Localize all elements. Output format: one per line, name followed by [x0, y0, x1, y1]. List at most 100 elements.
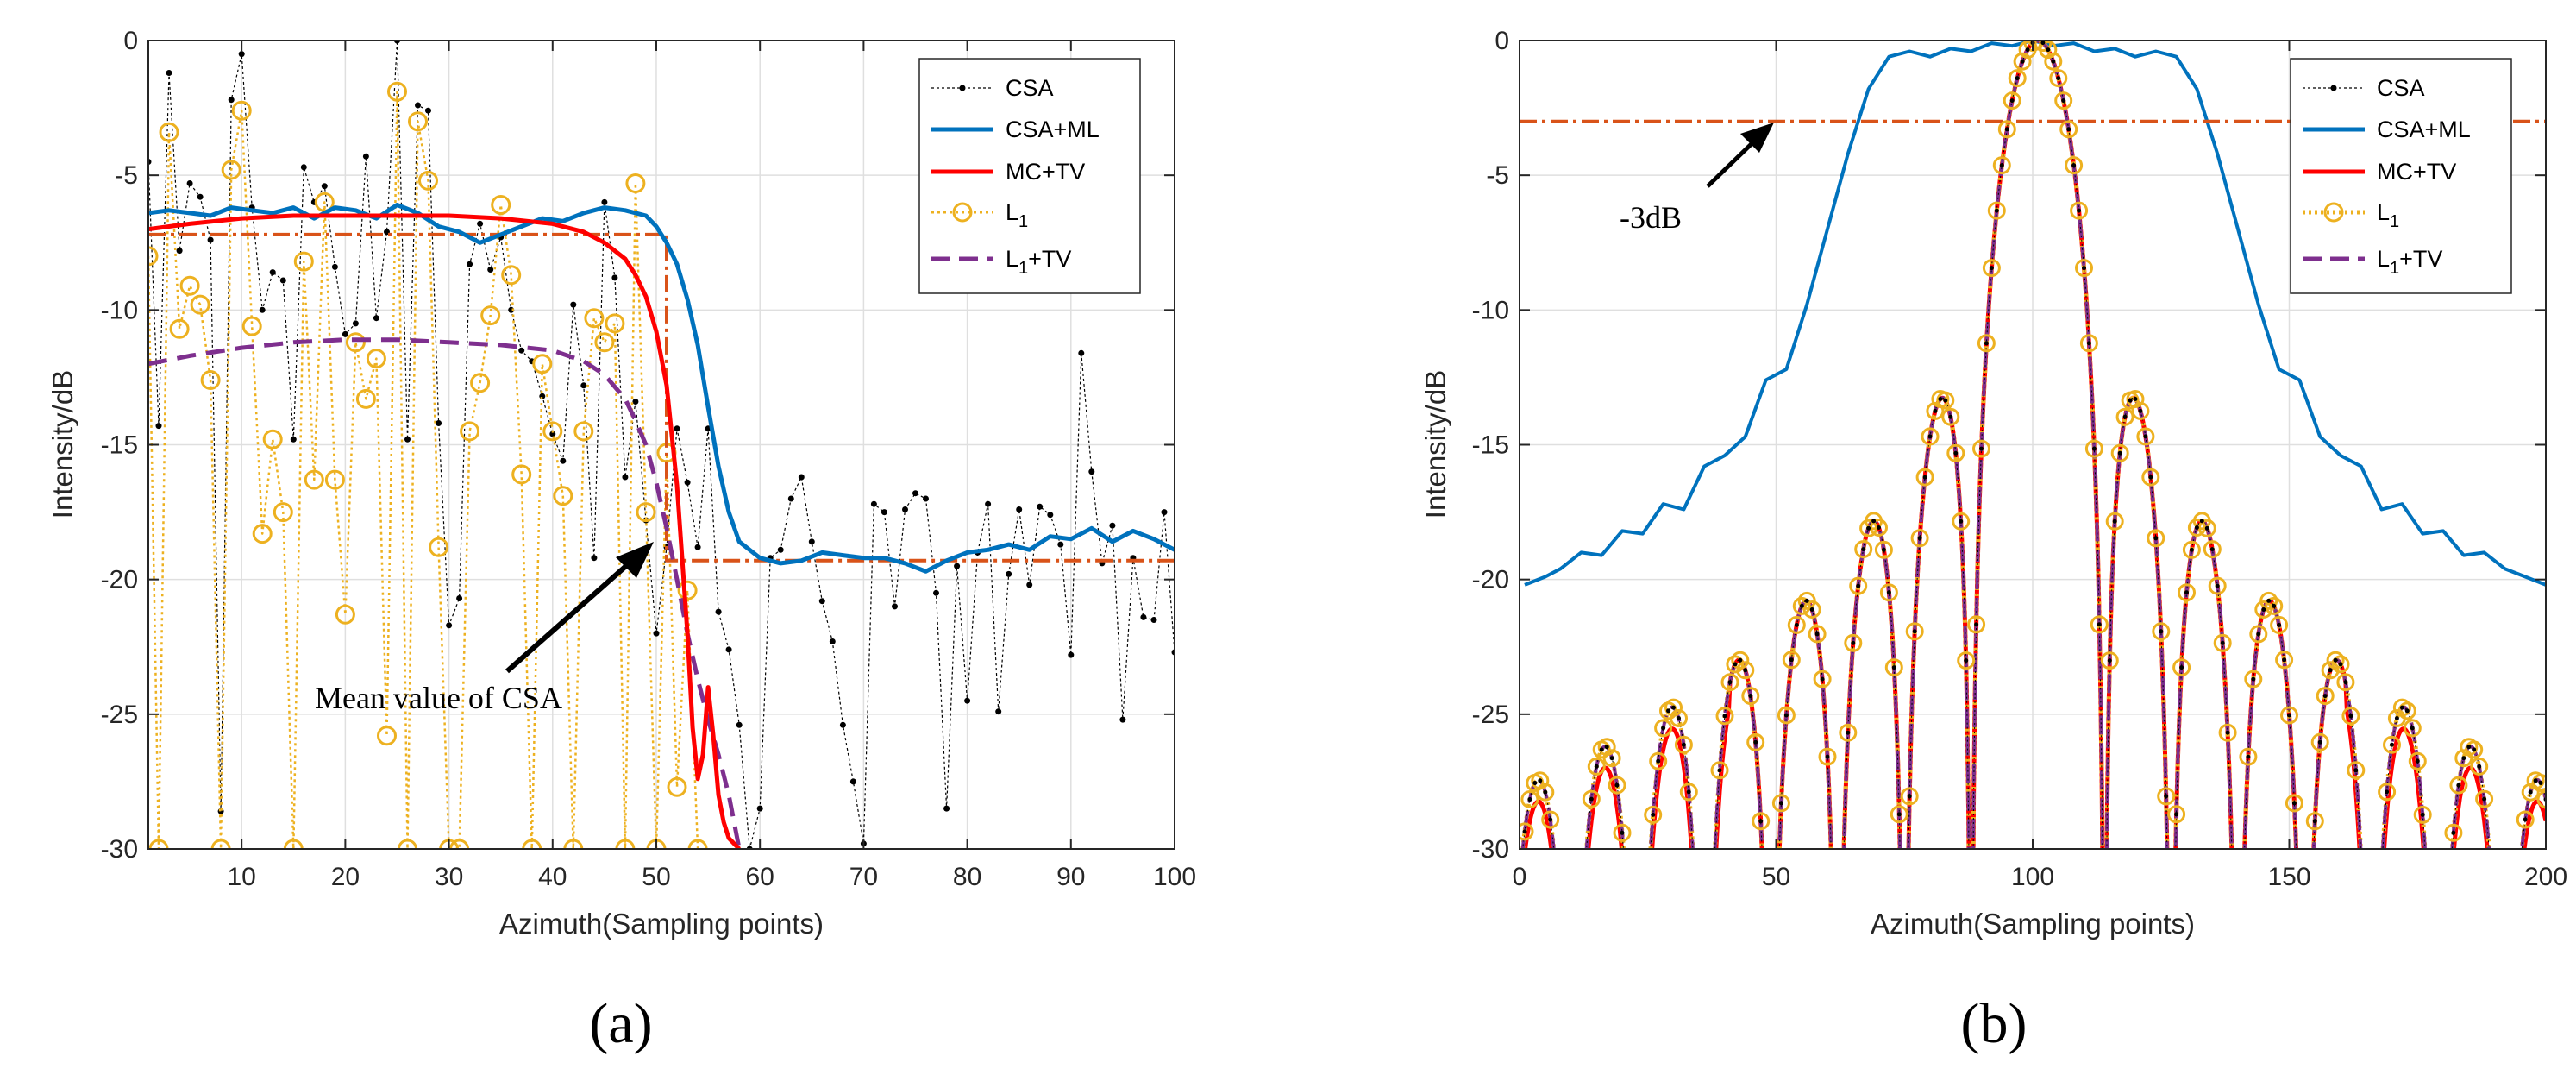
point-l1-a-40 [553, 486, 573, 506]
point-l1-a-36 [511, 464, 532, 485]
point-csa-a-65 [818, 598, 825, 605]
y-axis-label-b: Intensity/dB [1420, 370, 1451, 519]
point-l1-b-182 [2449, 776, 2468, 795]
legend-box-b [2290, 58, 2512, 294]
point-csa-b-142 [2251, 676, 2256, 682]
point-csa-b-30 [1677, 716, 1681, 720]
point-csa-a-77 [943, 805, 950, 812]
point-csa-a-25 [404, 436, 411, 443]
point-l1-b-105 [2054, 91, 2073, 110]
point-csa-a-53 [694, 544, 701, 550]
point-l1-b-106 [2059, 120, 2078, 139]
point-csa-b-197 [2533, 778, 2538, 783]
x-tick-label-b-2: 100 [2011, 863, 2054, 891]
point-csa-b-25 [1651, 812, 1656, 817]
point-csa-a-46 [622, 474, 629, 481]
point-l1-b-143 [2249, 625, 2268, 644]
point-l1-b-160 [2336, 673, 2355, 692]
point-csa-b-131 [2194, 525, 2199, 530]
point-csa-b-117 [2122, 414, 2128, 419]
x-tick-label-b-4: 200 [2524, 863, 2567, 891]
legend-label-csa-ml-a: CSA+ML [1006, 116, 1100, 142]
point-l1-b-129 [2178, 583, 2196, 602]
point-l1-a-46 [615, 839, 636, 849]
point-csa-a-13 [279, 277, 286, 284]
point-csa-a-20 [352, 320, 359, 327]
point-csa-b-98 [2025, 47, 2030, 53]
point-csa-a-5 [197, 193, 204, 200]
chart-panel-b: 0 50 100 150 200 0 -5 -10 -15 -20 -25 -30 Azimuth(S… [1420, 27, 2567, 1055]
point-l1-b-89 [1972, 439, 1990, 458]
point-csa-b-159 [2338, 662, 2343, 667]
point-csa-a-47 [632, 399, 639, 405]
ticks-a: 10 20 30 40 50 60 70 80 90 100 0 -5 -10 -15 -20 -25 -30 [101, 27, 1196, 891]
point-csa-b-129 [2184, 590, 2189, 595]
series-group-a [148, 41, 1175, 849]
point-csa-b-80 [1933, 408, 1938, 413]
point-csa-b-44 [1748, 694, 1753, 699]
point-csa-b-173 [2410, 726, 2415, 731]
point-l1-b-186 [2470, 757, 2489, 776]
point-l1-b-42 [1731, 651, 1750, 670]
point-csa-b-127 [2174, 812, 2179, 817]
point-l1-b-175 [2413, 805, 2432, 824]
x-tick-label-a-1: 20 [331, 863, 360, 891]
point-csa-a-76 [933, 589, 939, 596]
point-l1-a-27 [418, 170, 438, 191]
point-csa-b-88 [1974, 622, 1979, 627]
legend-item-l1-b: L1 [2303, 199, 2399, 231]
point-csa-a-12 [269, 269, 276, 276]
point-l1-a-41 [563, 839, 584, 849]
point-l1-b-65 [1849, 576, 1868, 595]
point-csa-b-43 [1743, 668, 1748, 673]
series-mc-tv-a [148, 213, 741, 849]
point-l1-b-16 [1597, 738, 1616, 757]
point-l1-b-38 [1710, 761, 1729, 780]
x-tick-label-a-2: 30 [435, 863, 463, 891]
point-l1-b-66 [1854, 540, 1873, 559]
point-csa-b-130 [2189, 547, 2194, 552]
point-l1-b-56 [1802, 600, 1821, 619]
point-csa-b-1 [1527, 797, 1532, 802]
point-l1-b-50 [1771, 794, 1790, 813]
point-csa-b-104 [2056, 76, 2061, 81]
point-l1-a-31 [460, 421, 480, 442]
point-csa-b-58 [1820, 676, 1825, 682]
point-csa-b-18 [1614, 783, 1620, 788]
point-csa-a-66 [829, 638, 836, 644]
point-l1-b-31 [1674, 735, 1693, 754]
point-l1-b-158 [2326, 651, 2345, 670]
point-l1-b-124 [2152, 622, 2171, 641]
point-csa-b-172 [2404, 708, 2410, 714]
point-l1-b-198 [2531, 774, 2546, 792]
legend-item-l1-tv-b: L1+TV [2303, 246, 2442, 278]
point-csa-a-3 [176, 248, 183, 255]
point-csa-b-148 [2282, 657, 2287, 663]
legend-label-csa-b: CSA [2377, 75, 2425, 101]
point-csa-b-183 [2461, 756, 2466, 761]
point-l1-b-19 [1613, 823, 1632, 842]
annotation-arrow-b [1706, 135, 1761, 188]
x-tick-label-b-3: 150 [2267, 863, 2310, 891]
point-csa-a-93 [1109, 522, 1116, 529]
y-tick-label-a-0: 0 [123, 27, 138, 55]
point-l1-a-10 [241, 316, 262, 336]
point-l1-b-84 [1946, 443, 1965, 462]
point-csa-b-196 [2528, 789, 2533, 795]
point-l1-b-58 [1813, 670, 1832, 688]
point-csa-b-66 [1861, 547, 1866, 552]
point-csa-b-168 [2385, 789, 2390, 795]
point-csa-b-122 [2148, 475, 2153, 480]
point-l1-b-173 [2403, 719, 2422, 738]
ticks-b: 0 50 100 150 200 0 -5 -10 -15 -20 -25 -30 [1472, 27, 2567, 891]
y-tick-label-a-1: -5 [115, 161, 138, 190]
point-csa-b-68 [1871, 519, 1877, 524]
point-csa-a-62 [787, 495, 794, 502]
point-l1-b-136 [2213, 633, 2232, 652]
point-csa-a-63 [798, 474, 805, 481]
point-csa-a-31 [467, 261, 473, 267]
point-csa-a-86 [1037, 503, 1044, 510]
point-l1-b-51 [1777, 706, 1796, 725]
y-tick-label-b-5: -25 [1472, 701, 1509, 729]
point-csa-b-112 [2097, 622, 2102, 627]
